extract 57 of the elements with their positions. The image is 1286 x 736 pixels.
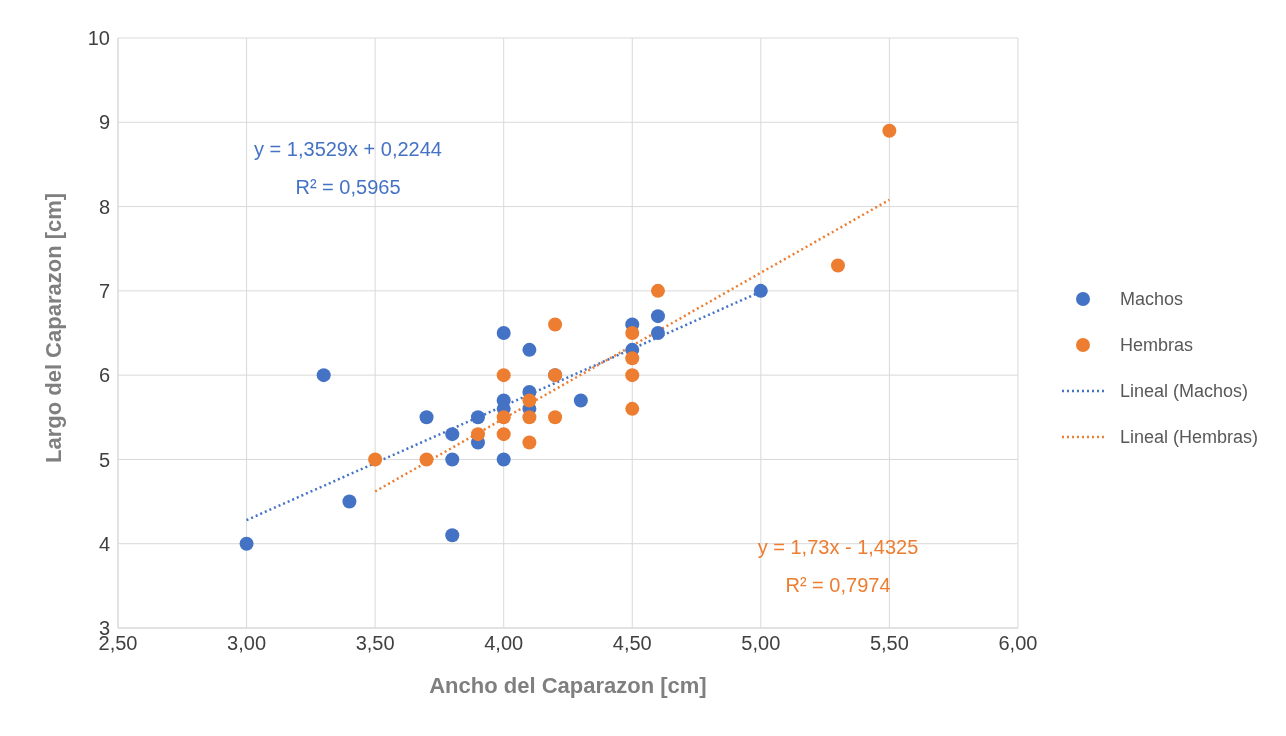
point: [419, 410, 434, 425]
y-tick-label: 9: [98, 111, 110, 134]
point: [496, 452, 511, 467]
x-tick-label: 3,00: [227, 632, 267, 655]
point: [419, 452, 434, 467]
legend-label: Lineal (Hembras): [1119, 426, 1258, 448]
y-tick-label: 7: [98, 279, 110, 302]
point: [445, 452, 460, 467]
annotation: R² = 0,5965: [295, 176, 401, 199]
point: [548, 317, 563, 332]
x-tick-label: 3,50: [355, 632, 395, 655]
legend-label: Lineal (Machos): [1119, 380, 1248, 402]
point: [470, 427, 485, 442]
y-tick-label: 4: [98, 532, 110, 555]
point: [625, 351, 640, 366]
x-tick-label: 5,50: [869, 632, 909, 655]
y-tick-label: 6: [98, 364, 110, 387]
point: [650, 309, 665, 324]
legend-label: Hembras: [1119, 334, 1193, 356]
annotation: R² = 0,7974: [785, 574, 891, 597]
point: [445, 427, 460, 442]
point: [882, 123, 897, 138]
point: [342, 494, 357, 509]
annotation: y = 1,73x - 1,4325: [757, 536, 919, 559]
point: [445, 528, 460, 543]
point: [830, 258, 845, 273]
point: [625, 401, 640, 416]
x-axis-title: Ancho del Caparazon [cm]: [429, 673, 707, 698]
point: [650, 283, 665, 298]
point: [496, 326, 511, 340]
point: [753, 283, 768, 298]
point: [625, 368, 640, 383]
point: [316, 368, 331, 383]
point: [650, 326, 665, 340]
x-tick-label: 4,00: [484, 632, 524, 655]
point: [496, 368, 511, 383]
point: [522, 342, 537, 357]
x-tick-label: 6,00: [998, 632, 1038, 655]
point: [625, 326, 640, 340]
point: [573, 393, 588, 408]
point: [470, 410, 485, 425]
point: [522, 435, 537, 450]
point: [368, 452, 383, 467]
x-tick-label: 5,00: [741, 632, 781, 655]
y-axis-title: Largo del Caparazon [cm]: [40, 192, 66, 463]
point: [496, 427, 511, 442]
point: [239, 536, 254, 551]
y-tick-label: 8: [98, 195, 110, 218]
y-tick-label: 10: [87, 27, 110, 50]
y-tick-label: 5: [98, 448, 110, 471]
point: [496, 410, 511, 425]
annotation: y = 1,3529x + 0,2244: [254, 138, 442, 161]
x-tick-label: 4,50: [612, 632, 652, 655]
point: [548, 410, 563, 425]
point: [522, 393, 537, 408]
legend-label: Machos: [1119, 288, 1183, 310]
point: [522, 410, 537, 425]
